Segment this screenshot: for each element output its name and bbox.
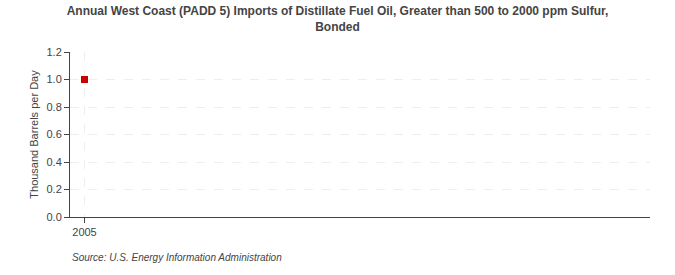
svg-text:Thousand Barrels per Day: Thousand Barrels per Day	[28, 70, 40, 199]
svg-text:0.4: 0.4	[47, 156, 62, 168]
svg-text:2005: 2005	[72, 226, 96, 238]
svg-text:Annual West Coast (PADD 5) Imp: Annual West Coast (PADD 5) Imports of Di…	[67, 4, 609, 34]
svg-text:0.0: 0.0	[47, 211, 62, 223]
svg-text:0.6: 0.6	[47, 128, 62, 140]
svg-text:0.2: 0.2	[47, 183, 62, 195]
svg-text:1.0: 1.0	[47, 73, 62, 85]
svg-text:1.2: 1.2	[47, 46, 62, 58]
svg-text:Source: U.S. Energy Informatio: Source: U.S. Energy Information Administ…	[72, 252, 282, 263]
svg-text:0.8: 0.8	[47, 101, 62, 113]
